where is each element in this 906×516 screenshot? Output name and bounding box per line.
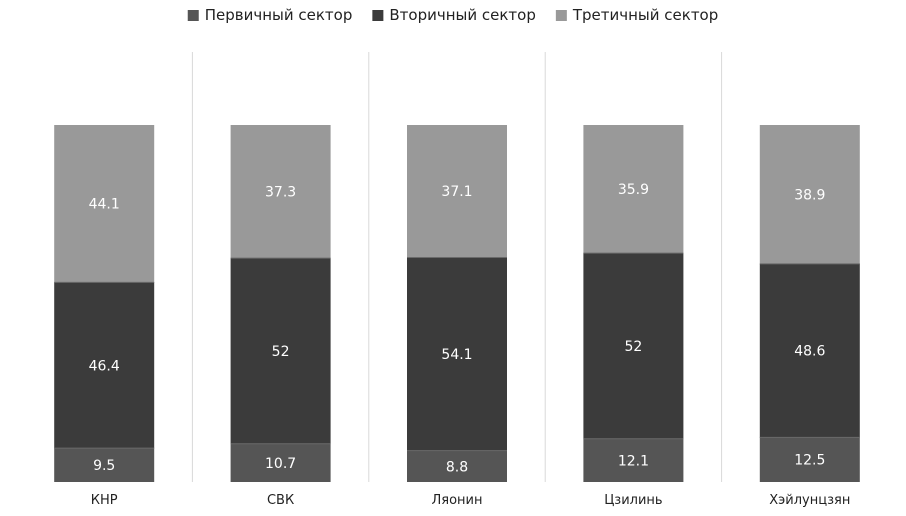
data-label: 37.3 (265, 185, 296, 201)
x-tick-label: Ляонин (432, 493, 483, 508)
data-label: 8.8 (446, 459, 468, 475)
x-axis-labels: КНР СВК Ляонин Цзилинь Хэйлунцзян (91, 493, 851, 508)
legend-swatch (187, 10, 199, 21)
bar-segment (759, 125, 860, 264)
data-label: 48.6 (794, 344, 825, 360)
legend-label: Третичный сектор (572, 6, 718, 24)
bar-segment (583, 125, 684, 254)
data-label: 9.5 (93, 458, 115, 474)
data-label: 44.1 (89, 197, 120, 213)
bar-segment (759, 437, 860, 482)
data-label: 54.1 (441, 347, 472, 363)
data-label: 38.9 (794, 187, 825, 203)
bar-segment (583, 438, 684, 482)
bar-segment (407, 125, 507, 258)
legend-item: Третичный сектор (555, 6, 718, 24)
legend-label: Вторичный сектор (389, 6, 535, 24)
bar-segment (54, 125, 155, 283)
legend-item: Первичный сектор (187, 6, 353, 24)
legend-swatch (555, 10, 567, 21)
x-tick-label: КНР (91, 493, 118, 508)
data-label: 12.1 (618, 453, 649, 469)
data-label: 12.5 (794, 453, 825, 469)
category-separators (191, 52, 723, 482)
x-tick-label: Цзилинь (604, 493, 662, 508)
data-label: 52 (624, 339, 642, 355)
x-tick-label: Хэйлунцзян (769, 493, 850, 508)
data-label: 35.9 (618, 182, 649, 198)
legend-swatch (372, 10, 384, 21)
bars: 9.5 46.4 44.1 10.7 52 37.3 8.8 54.1 37.1 12.1 52 35… (54, 125, 860, 482)
bar-segment (583, 253, 684, 439)
legend-label: Первичный сектор (205, 6, 353, 24)
bar-segment (230, 258, 331, 444)
bar-segment (407, 450, 507, 482)
legend: Первичный сектор Вторичный сектор Третичны… (187, 6, 718, 24)
data-label: 37.1 (441, 184, 472, 200)
bar-segment (759, 263, 860, 438)
bar-segment (407, 257, 507, 451)
data-label: 46.4 (89, 358, 120, 374)
data-label: 10.7 (265, 456, 296, 472)
bar-segment (54, 282, 155, 449)
bar-segment (54, 448, 155, 482)
bar-segment (230, 125, 331, 259)
data-label: 52 (272, 344, 290, 360)
bar-segment (230, 443, 331, 482)
legend-item: Вторичный сектор (372, 6, 536, 24)
x-tick-label: СВК (267, 493, 294, 508)
